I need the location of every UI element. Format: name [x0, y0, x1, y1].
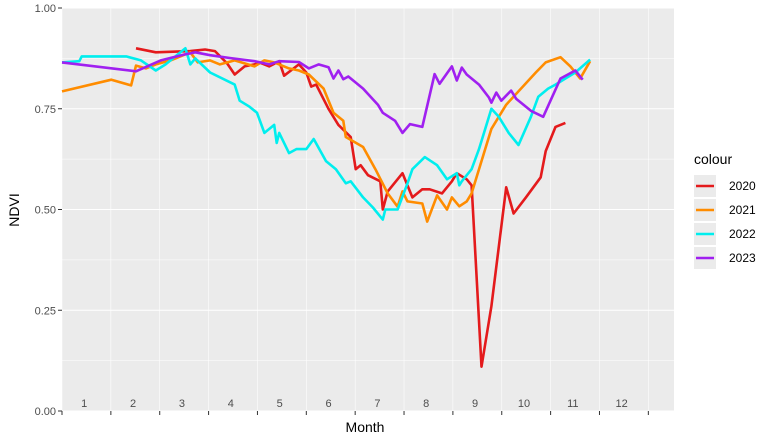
legend-title: colour [694, 151, 732, 167]
legend-label-2021: 2021 [729, 203, 756, 217]
x-tick-label: 11 [567, 398, 578, 410]
series-line-2021 [61, 51, 592, 223]
series-layer [61, 47, 592, 368]
x-tick-label: 10 [518, 398, 530, 410]
x-axis-title: Month [346, 419, 385, 435]
x-tick-label: 5 [277, 398, 283, 410]
y-axis: 0.00 0.25 0.50 0.75 1.00 [35, 3, 62, 418]
x-tick-label: 8 [423, 398, 429, 410]
y-tick-label: 0.00 [35, 406, 56, 418]
legend: colour 2020 2021 2022 2023 [694, 151, 756, 269]
grid-major [62, 7, 674, 412]
x-tick-label: 12 [616, 398, 628, 410]
y-tick-label: 0.75 [35, 104, 56, 116]
y-tick-label: 1.00 [35, 3, 56, 15]
legend-label-2022: 2022 [729, 227, 756, 241]
x-tick-label: 1 [81, 398, 87, 410]
x-tick-label: 9 [472, 398, 478, 410]
x-tick-labels: 1 2 3 4 5 6 7 8 9 10 11 12 [61, 398, 649, 415]
x-tick-label: 4 [228, 398, 234, 410]
legend-items: 2020 2021 2022 2023 [694, 175, 756, 269]
series-line-2023 [61, 51, 584, 135]
y-axis-title: NDVI [6, 193, 22, 226]
y-tick-label: 0.25 [35, 305, 56, 317]
x-tick-label: 2 [130, 398, 136, 410]
legend-label-2020: 2020 [729, 179, 756, 193]
y-tick-label: 0.50 [35, 205, 56, 217]
x-tick-label: 6 [325, 398, 331, 410]
x-tick-label: 7 [374, 398, 380, 410]
series-line-2020 [135, 47, 566, 368]
series-line-2022 [61, 47, 591, 221]
x-tick-label: 3 [179, 398, 185, 410]
legend-label-2023: 2023 [729, 251, 756, 265]
